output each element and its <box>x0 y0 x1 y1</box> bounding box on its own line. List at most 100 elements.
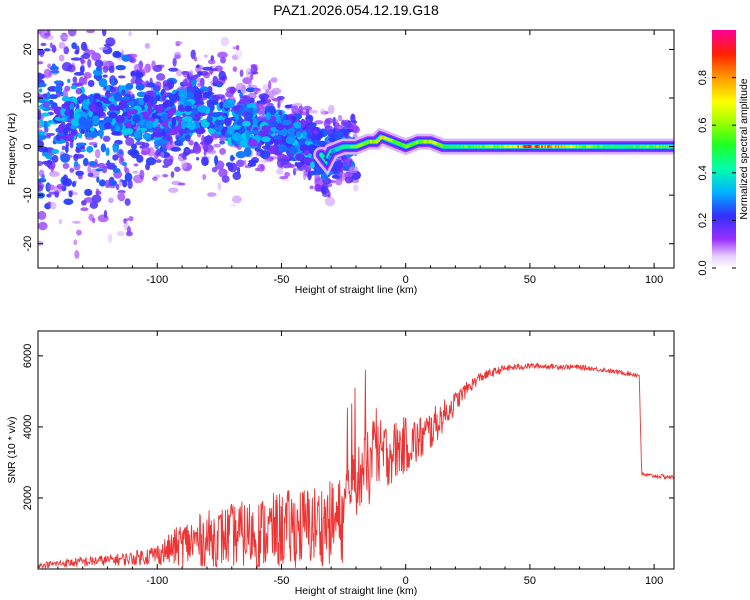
spectral-blob <box>192 86 198 92</box>
spectral-blob <box>201 134 206 145</box>
spectral-blob <box>208 127 216 134</box>
ridge-cell <box>592 145 595 149</box>
spectral-blob <box>235 48 243 59</box>
snr-y-axis-label: SNR (10 * v/v) <box>6 416 18 483</box>
spectral-blob <box>50 70 60 74</box>
spectral-blob <box>106 84 110 92</box>
spectral-blob <box>61 96 71 102</box>
ridge-cell <box>378 137 382 141</box>
ridge-cell <box>648 145 652 149</box>
spectral-blob <box>92 26 100 29</box>
spectral-blob <box>48 170 60 177</box>
spectral-blob <box>202 92 211 99</box>
spectral-blob <box>98 78 108 88</box>
ridge-cell <box>609 145 613 149</box>
spectral-blob <box>153 151 159 160</box>
spectral-blob <box>58 219 63 225</box>
spectral-blob <box>231 195 242 204</box>
spectral-blob <box>210 55 215 62</box>
ridge-cell <box>365 141 369 145</box>
spectral-blob <box>69 139 74 149</box>
spectral-blob <box>83 76 88 86</box>
spectral-blob <box>244 112 254 120</box>
spectral-blob <box>143 94 151 103</box>
ridge-cell <box>544 145 547 149</box>
ridge-cell <box>583 145 586 149</box>
ridge-cell <box>606 145 610 149</box>
spectral-blob <box>98 128 104 138</box>
spectral-blob <box>124 172 133 182</box>
ridge-cell <box>332 149 336 153</box>
spectral-blob <box>239 138 250 148</box>
ridge-cell <box>425 140 428 144</box>
spectral-blob <box>294 161 299 167</box>
spectral-blob <box>313 166 325 175</box>
snr-y-ticks: 2000 4000 6000 <box>22 344 674 510</box>
spectral-blob <box>336 159 344 169</box>
spectral-blob <box>344 171 353 178</box>
ridge-cell <box>346 145 349 149</box>
ridge-cell <box>612 145 616 149</box>
spectral-blob <box>108 104 117 112</box>
spectral-blob <box>302 105 313 111</box>
spectral-blob <box>102 30 107 37</box>
spectral-blob <box>128 57 137 64</box>
spectral-blob <box>121 162 128 167</box>
ridge-cell <box>419 140 422 144</box>
ridge-cell <box>562 145 565 149</box>
ridge-cell <box>444 145 448 149</box>
spectral-blob <box>188 69 194 77</box>
spectral-blob <box>327 104 335 114</box>
spectral-blob <box>207 59 216 65</box>
spectral-blob <box>277 144 288 153</box>
ridge-cell <box>492 145 495 149</box>
ridge-cell <box>334 148 337 152</box>
spectral-blob <box>64 154 73 158</box>
spectral-blob <box>170 146 182 152</box>
spectral-blob <box>127 100 135 106</box>
spectral-blob <box>145 80 150 88</box>
ridge-cell <box>404 144 407 148</box>
spectral-blob <box>54 116 66 121</box>
spectral-blob <box>91 217 96 224</box>
colorbar-tick-label: 0.6 <box>697 118 709 133</box>
spectral-blob <box>100 143 107 153</box>
ridge-cell <box>451 145 455 149</box>
spectral-blob <box>42 100 50 108</box>
spectral-blob <box>59 34 68 39</box>
spectral-blob <box>162 80 168 87</box>
colorbar-label: Normalized spectral amplitude <box>738 78 750 219</box>
ridge-cell <box>518 145 522 149</box>
spectral-blob <box>89 201 99 209</box>
spectral-blob <box>39 30 51 39</box>
ridge-cell <box>563 145 567 149</box>
spectral-blob <box>160 151 165 159</box>
colorbar-tick-label: 0.8 <box>697 70 709 85</box>
spectral-blob <box>160 113 169 122</box>
spectral-blob <box>48 191 59 195</box>
spectral-blob <box>128 53 138 59</box>
spectral-blob <box>115 64 127 71</box>
spectral-blob <box>196 157 200 161</box>
ridge-cell <box>360 143 364 147</box>
spectral-blob <box>310 133 316 141</box>
spectral-blob <box>328 137 337 142</box>
spectral-blob <box>114 105 121 112</box>
ridge-cell <box>600 145 604 149</box>
ridge-cell <box>638 145 641 149</box>
spectral-blob <box>305 128 311 134</box>
ridge-cell <box>383 136 386 140</box>
spectral-blob <box>38 221 48 231</box>
snr-panel: -100 -50 0 50 100 2000 4000 6000 Height of str… <box>6 330 675 597</box>
spectral-blob <box>175 41 183 45</box>
spectrogram-y-tick-label: -20 <box>22 236 34 252</box>
ridge-cell <box>647 145 650 149</box>
spectral-blob <box>88 22 91 28</box>
ridge-cell <box>644 145 647 149</box>
spectral-blob <box>284 104 292 109</box>
spectral-blob <box>250 65 258 75</box>
spectral-blob <box>51 44 57 53</box>
ridge-cell <box>408 143 412 147</box>
ridge-cell <box>390 139 394 143</box>
ridge-cell <box>347 145 351 149</box>
